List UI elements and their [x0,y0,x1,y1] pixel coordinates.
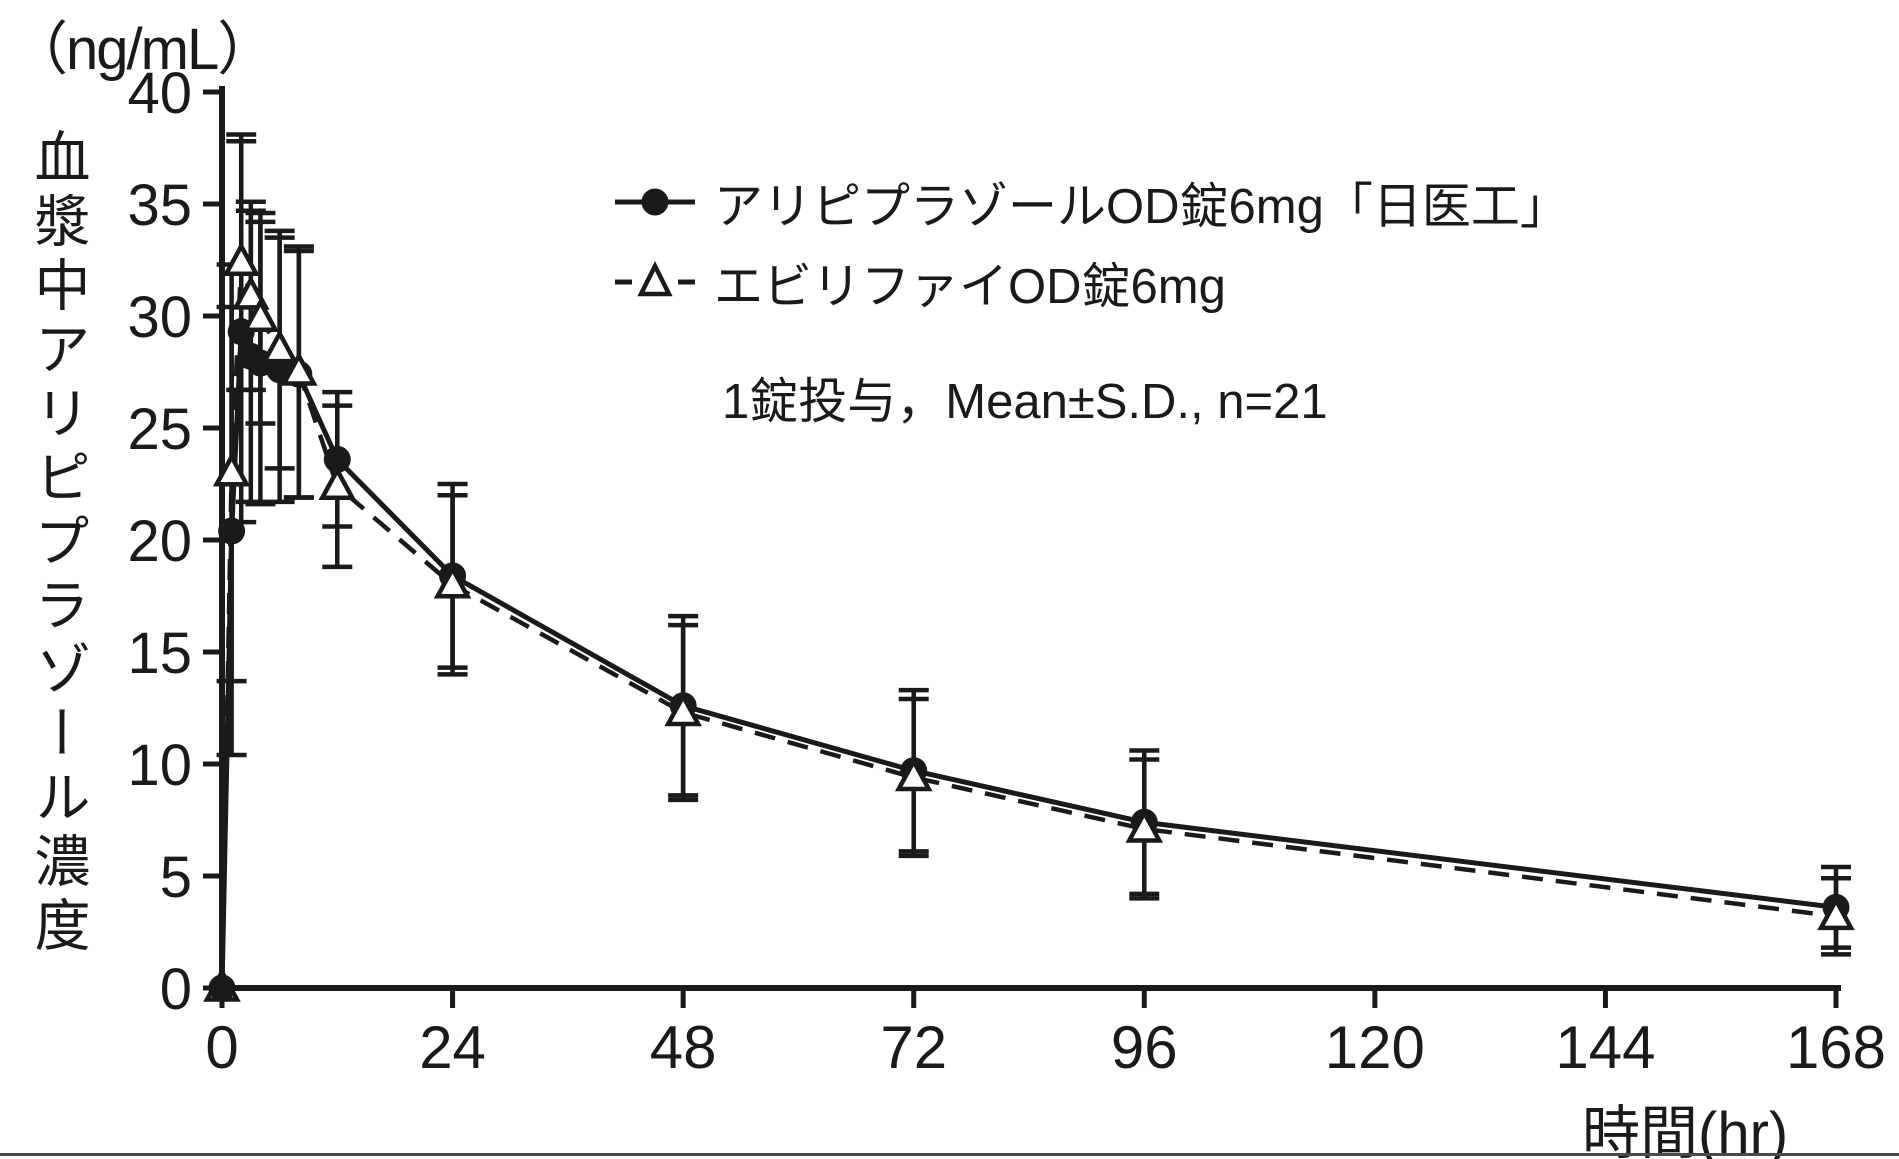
x-tick-label: 120 [1325,1014,1425,1081]
open-triangle-marker [894,756,933,792]
open-triangle-marker [241,297,280,332]
page-bottom-rule [0,1153,1899,1156]
x-tick-label: 24 [419,1014,486,1081]
filled-circle-line-icon [615,188,695,216]
dose-mean-sd-annotation: 1錠投与，Mean±S.D., n=21 [722,375,1328,429]
legend-item-nichiiko: アリピプラゾールOD錠6mg「日医工」 [612,166,1569,238]
x-axis-title: 時間(hr) [1582,1101,1789,1159]
open-triangle-marker [433,564,472,599]
open-triangle-marker [280,351,318,386]
filled-circle-marker [218,517,246,545]
y-axis-unit-label: （ng/mL） [10,17,275,82]
x-tick-label: 144 [1555,1014,1655,1081]
open-triangle-marker [260,328,299,364]
filled-circle-marker [323,445,351,473]
y-tick-label: 5 [160,845,192,910]
y-tick-label: 10 [127,733,192,798]
x-axis-ticks: 0 24 48 72 96 120 144 168 [205,988,1886,1081]
y-tick-label: 30 [127,285,192,350]
y-tick-label: 0 [160,957,192,1022]
x-tick-label: 0 [205,1014,238,1081]
x-tick-label: 48 [650,1014,717,1081]
open-triangle-marker [318,465,357,500]
x-tick-label: 168 [1786,1014,1886,1081]
y-tick-label: 20 [127,509,192,574]
y-tick-label: 15 [127,621,192,686]
open-triangle-marker [664,691,702,727]
open-triangle-marker [212,452,251,487]
open-triangle-marker [222,241,261,276]
y-axis-title: 血漿中アリピプラゾール濃度 [27,128,90,960]
legend-item-abilify: エビリファイOD錠6mg [612,246,1569,318]
open-triangle-marker [1817,895,1855,931]
markers-series-2 [212,241,1855,931]
legend: アリピプラゾールOD錠6mg「日医工」 エビリファイOD錠6mg [612,166,1569,318]
legend-label-abilify: エビリファイOD錠6mg [714,259,1226,314]
legend-label-nichiiko: アリピプラゾールOD錠6mg「日医工」 [714,179,1569,234]
x-tick-label: 72 [880,1014,947,1081]
x-tick-label: 96 [1111,1014,1178,1081]
y-tick-label: 40 [127,61,192,126]
y-tick-label: 25 [127,397,192,462]
open-triangle-marker [1125,808,1164,843]
filled-circle-marker [208,974,236,1002]
open-triangle-marker [232,275,270,310]
y-axis-ticks: 0 5 10 15 20 25 30 35 40 [127,61,222,1022]
y-tick-label: 35 [127,173,192,238]
open-triangle-dashed-line-icon [615,260,695,297]
